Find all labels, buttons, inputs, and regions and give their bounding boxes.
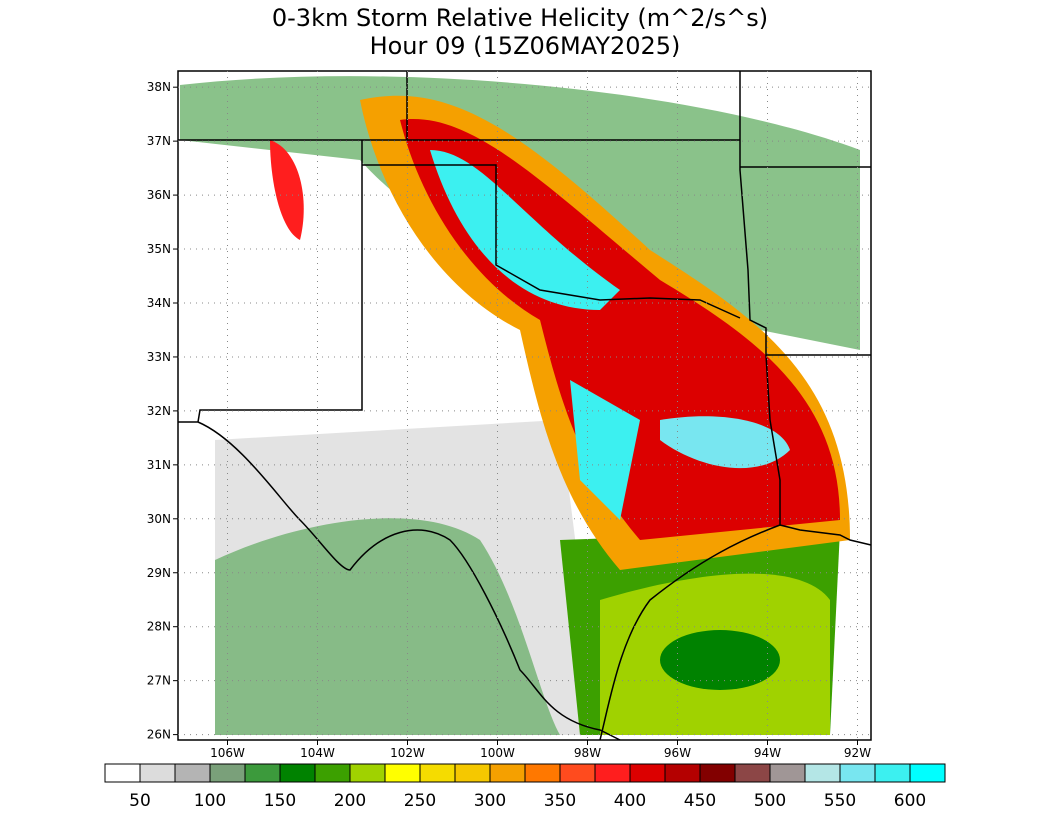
- colorbar-box: [734, 763, 771, 783]
- x-tick-label: 96W: [664, 746, 691, 760]
- colorbar-box: [489, 763, 526, 783]
- y-tick-label: 30N: [147, 512, 171, 526]
- x-tick-label: 100W: [480, 746, 515, 760]
- colorbar-label: 50: [129, 791, 151, 811]
- colorbar-box: [279, 763, 316, 783]
- colorbar-label: 150: [264, 791, 296, 811]
- y-tick-label: 29N: [147, 566, 171, 580]
- y-tick-label: 31N: [147, 458, 171, 472]
- title: 0-3km Storm Relative Helicity (m^2/s^s): [272, 4, 768, 32]
- colorbar-box: [209, 763, 246, 783]
- x-tick-label: 98W: [574, 746, 601, 760]
- colorbar-box: [419, 763, 456, 783]
- colorbar-box: [524, 763, 561, 783]
- y-tick-label: 33N: [147, 350, 171, 364]
- y-tick-label: 32N: [147, 404, 171, 418]
- y-tick-label: 37N: [147, 134, 171, 148]
- colorbar-box: [839, 763, 876, 783]
- x-tick-label: 92W: [844, 746, 871, 760]
- colorbar-label: 300: [474, 791, 506, 811]
- colorbar-label: 500: [754, 791, 786, 811]
- colorbar-label: 200: [334, 791, 366, 811]
- colorbar-box: [314, 763, 351, 783]
- colorbar-box: [909, 763, 946, 783]
- y-tick-label: 26N: [147, 728, 171, 742]
- colorbar-box: [174, 763, 211, 783]
- colorbar-box: [664, 763, 701, 783]
- colorbar-label: 450: [684, 791, 716, 811]
- y-tick-label: 34N: [147, 296, 171, 310]
- colorbar-box: [769, 763, 806, 783]
- borders: [178, 71, 872, 741]
- colorbar-label: 550: [824, 791, 856, 811]
- x-tick-label: 104W: [300, 746, 335, 760]
- colorbar-label: 600: [894, 791, 926, 811]
- plot-frame: [177, 70, 872, 741]
- colorbar-box: [104, 763, 141, 783]
- colorbar-label: 250: [404, 791, 436, 811]
- colorbar-box: [559, 763, 596, 783]
- colorbar-box: [139, 763, 176, 783]
- y-tick-label: 28N: [147, 620, 171, 634]
- y-tick-label: 36N: [147, 188, 171, 202]
- colorbar-box: [629, 763, 666, 783]
- colorbar-box: [699, 763, 736, 783]
- colorbar-box: [349, 763, 386, 783]
- x-tick-label: 94W: [754, 746, 781, 760]
- colorbar-label: 350: [544, 791, 576, 811]
- field: [178, 71, 871, 740]
- colorbar-box: [384, 763, 421, 783]
- colorbar-box: [454, 763, 491, 783]
- y-tick-label: 38N: [147, 80, 171, 94]
- colorbar-label: 400: [614, 791, 646, 811]
- colorbar-box: [804, 763, 841, 783]
- y-tick-label: 27N: [147, 674, 171, 688]
- colorbar-label: 100: [194, 791, 226, 811]
- subtitle: Hour 09 (15Z06MAY2025): [370, 32, 681, 60]
- colorbar-box: [594, 763, 631, 783]
- colorbar-box: [874, 763, 911, 783]
- colorbar-box: [244, 763, 281, 783]
- y-tick-label: 35N: [147, 242, 171, 256]
- x-tick-label: 106W: [210, 746, 245, 760]
- x-tick-label: 102W: [390, 746, 425, 760]
